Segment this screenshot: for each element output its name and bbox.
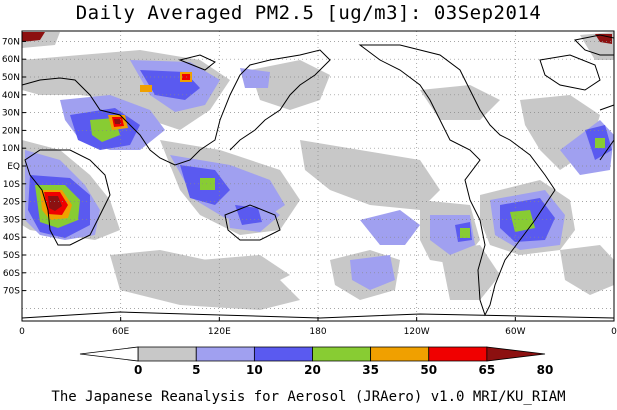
colorbar: 0 5 10 20 35 50 65 80 bbox=[79, 346, 554, 377]
colorbar-swatch bbox=[370, 346, 430, 362]
colorbar-swatch bbox=[428, 346, 488, 362]
lat-label: 10S bbox=[3, 180, 20, 190]
colorbar-label: 0 bbox=[134, 363, 142, 377]
lat-label: 70N bbox=[2, 37, 20, 47]
colorbar-label: 10 bbox=[246, 363, 263, 377]
colorbar-label: 50 bbox=[420, 363, 437, 377]
lat-label: 20N bbox=[2, 126, 20, 136]
pm25-field bbox=[22, 32, 614, 310]
colorbar-swatch bbox=[486, 346, 546, 362]
lon-label: 60E bbox=[112, 327, 129, 337]
lat-label: 70S bbox=[3, 287, 20, 297]
colorbar-label: 20 bbox=[304, 363, 321, 377]
lon-label: 180 bbox=[309, 327, 326, 337]
longitude-labels: 0 60E 120E 180 120W 60W 0 bbox=[19, 317, 617, 337]
colorbar-swatch bbox=[137, 346, 197, 362]
lat-label: 50N bbox=[2, 73, 20, 83]
lat-label: 40S bbox=[3, 233, 20, 243]
colorbar-swatch bbox=[79, 346, 139, 362]
lon-label: 120W bbox=[404, 327, 430, 337]
colorbar-label: 35 bbox=[362, 363, 379, 377]
lon-label: 0 bbox=[19, 327, 25, 337]
lat-label: 60S bbox=[3, 269, 20, 279]
map-gridlines bbox=[22, 31, 614, 321]
latitude-labels: 70N 60N 50N 40N 30N 20N 10N EQ 10S 20S 30S 40S 50S 60… bbox=[2, 37, 26, 297]
lon-label: 60W bbox=[505, 327, 525, 337]
colorbar-label: 65 bbox=[479, 363, 496, 377]
lat-label: 50S bbox=[3, 251, 20, 261]
lat-label: 30S bbox=[3, 215, 20, 225]
lon-label: 120E bbox=[208, 327, 231, 337]
colorbar-swatch bbox=[312, 346, 372, 362]
lat-label: 30N bbox=[2, 109, 20, 119]
lat-label: 60N bbox=[2, 55, 20, 65]
colorbar-label: 5 bbox=[192, 363, 200, 377]
lat-label: 40N bbox=[2, 91, 20, 101]
colorbar-swatch bbox=[253, 346, 313, 362]
lat-label: EQ bbox=[7, 162, 20, 172]
lat-label: 20S bbox=[3, 198, 20, 208]
colorbar-swatch bbox=[195, 346, 255, 362]
colorbar-label: 80 bbox=[537, 363, 554, 377]
map-footer: The Japanese Reanalysis for Aerosol (JRA… bbox=[51, 389, 566, 405]
map-title: Daily Averaged PM2.5 [ug/m3]: 03Sep2014 bbox=[75, 2, 542, 24]
coastlines bbox=[21, 34, 615, 319]
lat-label: 10N bbox=[2, 144, 20, 154]
lon-label: 0 bbox=[611, 327, 617, 337]
